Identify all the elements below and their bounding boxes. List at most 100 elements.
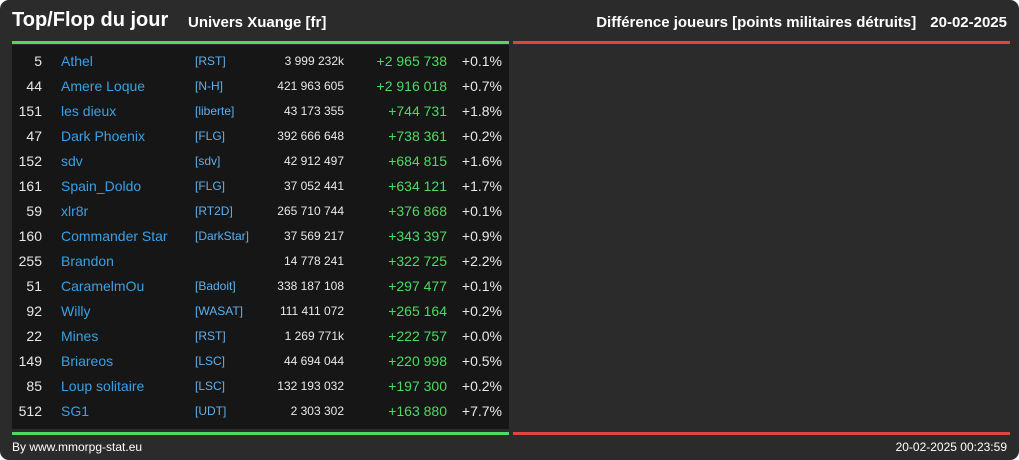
points-difference: +197 300 <box>388 378 447 394</box>
player-rank: 160 <box>18 228 42 244</box>
alliance-tag-link[interactable]: [RT2D] <box>195 204 233 218</box>
player-points: 132 193 032 <box>277 379 344 393</box>
player-name-link[interactable]: Spain_Doldo <box>61 178 142 194</box>
alliance-tag-link[interactable]: [Badoit] <box>195 279 236 293</box>
alliance-tag-link[interactable]: [RST] <box>195 54 226 68</box>
alliance-tag-link[interactable]: [liberte] <box>195 104 235 118</box>
table-row: 255 Brandon 14 778 241 +322 725 +2.2% <box>12 249 509 274</box>
flop-accent-bar-upper <box>513 41 1010 44</box>
top-accent-bar-upper <box>12 41 509 44</box>
top-panel: 5 Athel [RST] 3 999 232k +2 965 738 +0.1% 44 Am… <box>12 45 509 429</box>
table-row: 160 Commander Star [DarkStar] 37 569 217 +34… <box>12 224 509 249</box>
table-row: 85 Loup solitaire [LSC] 132 193 032 +197 300… <box>12 374 509 399</box>
player-name-link[interactable]: Commander Star <box>61 228 168 244</box>
table-row: 149 Briareos [LSC] 44 694 044 +220 998 +0.5% <box>12 349 509 374</box>
player-name-link[interactable]: Mines <box>61 328 99 344</box>
alliance-tag-link[interactable]: [RST] <box>195 329 226 343</box>
points-difference: +297 477 <box>388 278 447 294</box>
player-points: 265 710 744 <box>277 204 344 218</box>
points-difference: +684 815 <box>388 153 447 169</box>
flop-accent-bar-lower <box>513 432 1010 435</box>
percent-change: +0.1% <box>461 203 502 219</box>
player-name-link[interactable]: xlr8r <box>61 203 89 219</box>
player-rank: 5 <box>34 53 42 69</box>
player-rank: 47 <box>26 128 42 144</box>
alliance-tag-link[interactable]: [sdv] <box>195 154 221 168</box>
percent-change: +0.2% <box>461 378 502 394</box>
player-points: 338 187 108 <box>277 279 344 293</box>
alliance-tag-link[interactable]: [DarkStar] <box>195 229 250 243</box>
percent-change: +0.5% <box>461 353 502 369</box>
table-row: 51 CaramelmOu [Badoit] 338 187 108 +297 477 +… <box>12 274 509 299</box>
player-points: 392 666 648 <box>277 129 344 143</box>
table-row: 161 Spain_Doldo [FLG] 37 052 441 +634 121 +1.… <box>12 174 509 199</box>
player-name-link[interactable]: Briareos <box>61 353 114 369</box>
alliance-tag-link[interactable]: [LSC] <box>195 354 226 368</box>
alliance-tag-link[interactable]: [UDT] <box>195 404 227 418</box>
player-rank: 22 <box>26 328 42 344</box>
player-name-link[interactable]: SG1 <box>61 403 90 419</box>
page-title: Top/Flop du jour <box>12 9 169 31</box>
player-rank: 255 <box>18 253 42 269</box>
alliance-tag-link[interactable]: [WASAT] <box>195 304 243 318</box>
player-points: 37 052 441 <box>283 179 344 193</box>
player-name-link[interactable]: Loup solitaire <box>61 378 145 394</box>
percent-change: +0.9% <box>461 228 502 244</box>
table-row: 22 Mines [RST] 1 269 771k +222 757 +0.0% <box>12 324 509 349</box>
player-points: 111 411 072 <box>279 304 344 318</box>
footer-timestamp: 20-02-2025 00:23:59 <box>895 440 1007 454</box>
player-name-link[interactable]: CaramelmOu <box>61 278 145 294</box>
percent-change: +7.7% <box>461 403 502 419</box>
percent-change: +0.2% <box>461 303 502 319</box>
table-row: 44 Amere Loque [N-H] 421 963 605 +2 916 018 +… <box>12 74 509 99</box>
alliance-tag-link[interactable]: [FLG] <box>195 179 226 193</box>
player-name-link[interactable]: Dark Phoenix <box>61 128 146 144</box>
points-difference: +634 121 <box>388 178 447 194</box>
points-difference: +2 916 018 <box>376 78 447 94</box>
table-row: 59 xlr8r [RT2D] 265 710 744 +376 868 +0.1% <box>12 199 509 224</box>
player-rank: 51 <box>26 278 42 294</box>
player-points: 44 694 044 <box>283 354 344 368</box>
player-name-link[interactable]: Amere Loque <box>61 78 146 94</box>
points-difference: +222 757 <box>388 328 447 344</box>
player-name-link[interactable]: Brandon <box>61 253 114 269</box>
percent-change: +1.7% <box>461 178 502 194</box>
table-row: 47 Dark Phoenix [FLG] 392 666 648 +738 361 +0… <box>12 124 509 149</box>
player-rank: 152 <box>18 153 42 169</box>
percent-change: +0.1% <box>461 278 502 294</box>
player-rank: 151 <box>18 103 42 119</box>
table-row: 512 SG1 [UDT] 2 303 302 +163 880 +7.7% <box>12 399 509 424</box>
percent-change: +1.8% <box>461 103 502 119</box>
points-difference: +343 397 <box>388 228 447 244</box>
player-name-link[interactable]: sdv <box>61 153 83 169</box>
player-name-link[interactable]: Willy <box>61 303 91 319</box>
player-points: 14 778 241 <box>283 254 344 268</box>
player-rank: 149 <box>18 353 42 369</box>
table-row: 151 les dieux [liberte] 43 173 355 +744 731 +… <box>12 99 509 124</box>
alliance-tag-link[interactable]: [FLG] <box>195 129 226 143</box>
player-rank: 92 <box>26 303 42 319</box>
player-rank: 512 <box>18 403 42 419</box>
player-points: 2 303 302 <box>290 404 344 418</box>
player-points: 3 999 232k <box>284 54 344 68</box>
footer-credit: By www.mmorpg-stat.eu <box>12 440 143 454</box>
percent-change: +0.1% <box>461 53 502 69</box>
player-points: 37 569 217 <box>283 229 344 243</box>
alliance-tag-link[interactable]: [LSC] <box>195 379 226 393</box>
points-difference: +163 880 <box>388 403 447 419</box>
player-name-link[interactable]: Athel <box>61 53 93 69</box>
table-row: 5 Athel [RST] 3 999 232k +2 965 738 +0.1% <box>12 49 509 74</box>
player-name-link[interactable]: les dieux <box>61 103 117 119</box>
date-label: 20-02-2025 <box>930 14 1007 31</box>
player-points: 1 269 771k <box>284 329 344 343</box>
category-label: Différence joueurs [points militaires dé… <box>596 14 917 31</box>
player-points: 42 912 497 <box>283 154 344 168</box>
table-row: 152 sdv [sdv] 42 912 497 +684 815 +1.6% <box>12 149 509 174</box>
player-rank: 85 <box>26 378 42 394</box>
percent-change: +0.0% <box>461 328 502 344</box>
table-row: 92 Willy [WASAT] 111 411 072 +265 164 +0.2% <box>12 299 509 324</box>
percent-change: +1.6% <box>461 153 502 169</box>
points-difference: +220 998 <box>388 353 447 369</box>
alliance-tag-link[interactable]: [N-H] <box>195 79 223 93</box>
header-right: Différence joueurs [points militaires dé… <box>596 14 1007 31</box>
